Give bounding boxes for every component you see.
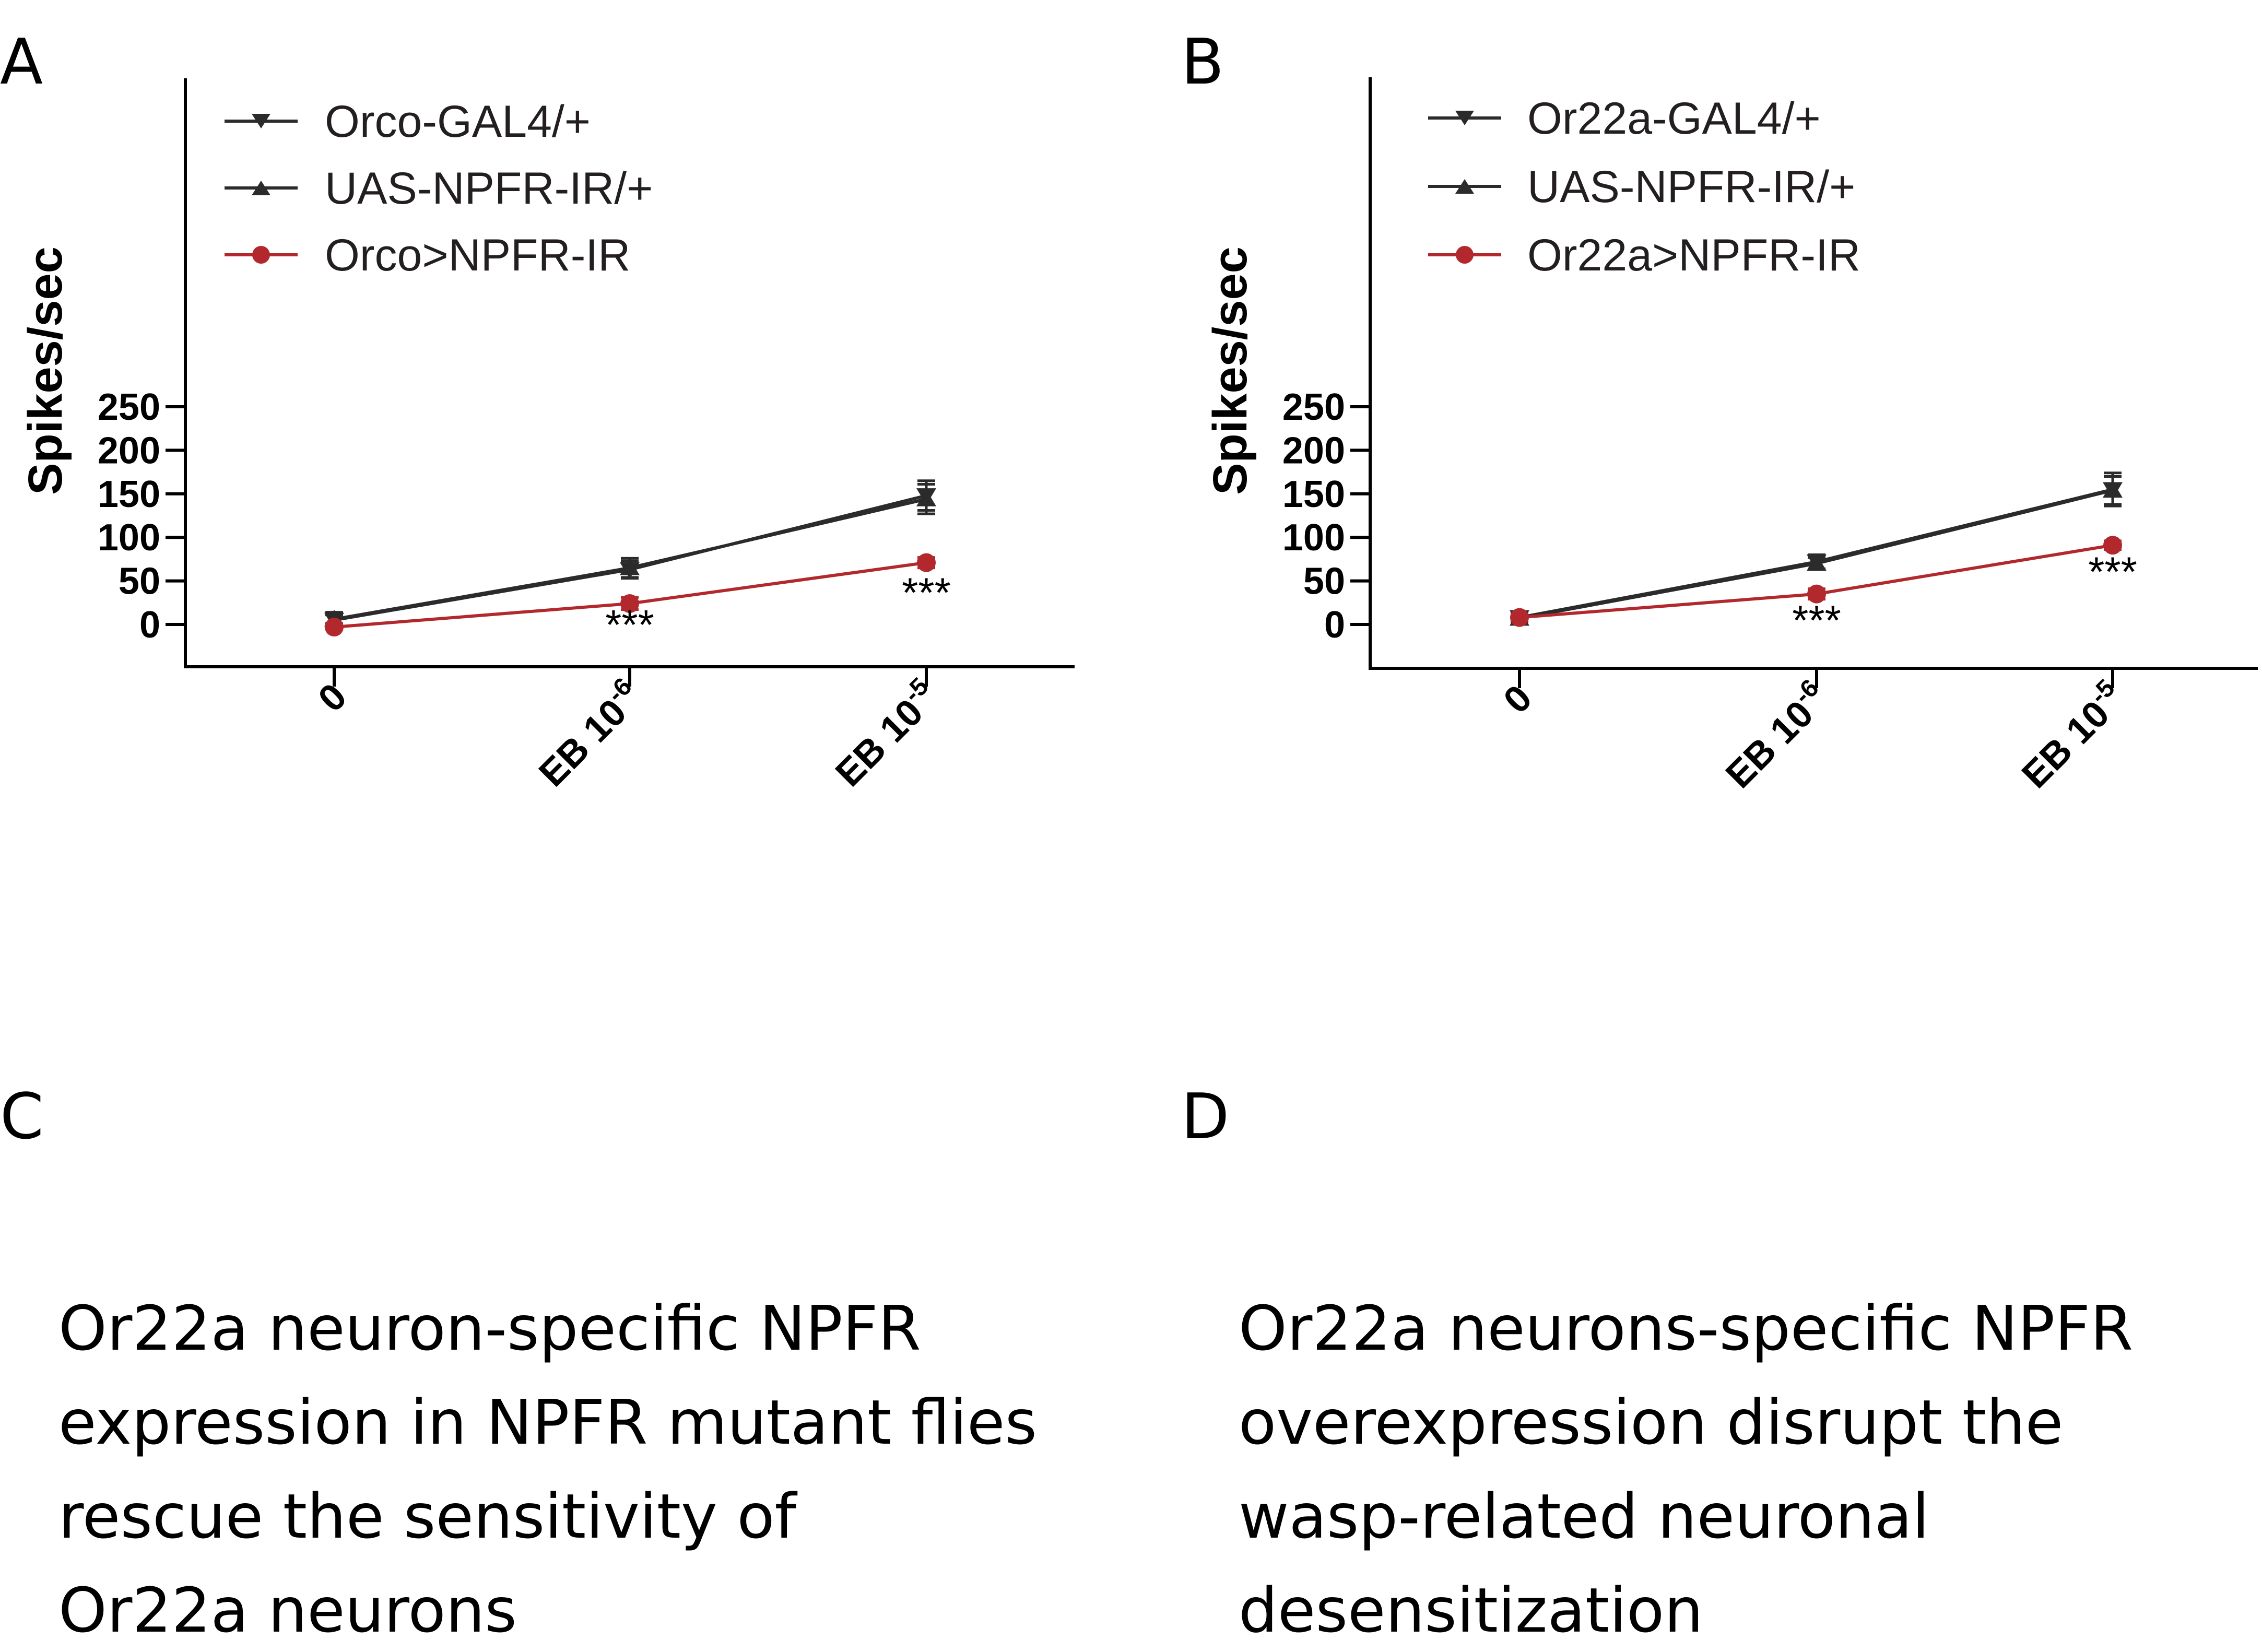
- data-point: [1510, 608, 1529, 627]
- legend-item: Orco>NPFR-IR: [225, 230, 630, 280]
- data-point: [916, 489, 936, 506]
- legend-item: UAS-NPFR-IR/+: [1428, 162, 1855, 212]
- caption-line: Or22a neurons: [58, 1574, 517, 1646]
- x-tick-label: 0: [310, 676, 355, 720]
- panel-letter-a: A: [0, 26, 43, 99]
- data-point: [2103, 481, 2123, 498]
- caption-line: rescue the sensitivity of: [58, 1480, 798, 1552]
- legend-label: Orco-GAL4/+: [325, 97, 591, 147]
- x-tick-exponent: -5: [899, 672, 934, 708]
- data-point: [620, 594, 639, 613]
- legend-item: Or22a-GAL4/+: [1428, 93, 1821, 144]
- x-tick-label: EB 10-6: [528, 672, 650, 795]
- panel-letter-c: C: [0, 1081, 44, 1153]
- x-ticks: 0 EB 10-6 EB 10-5: [1495, 668, 2133, 796]
- circle-marker: [1456, 246, 1474, 264]
- significance-label: ***: [902, 569, 950, 616]
- data-point: [325, 618, 344, 637]
- legend: Or22a-GAL4/+ UAS-NPFR-IR/+ Or22a>NPFR-IR: [1428, 93, 1860, 280]
- caption-line: desensitization: [1239, 1574, 1703, 1646]
- data-point: [917, 553, 936, 572]
- data-point: [2103, 536, 2122, 555]
- caption-line: expression in NPFR mutant flies: [58, 1386, 1037, 1458]
- y-tick-label: 50: [119, 561, 160, 603]
- significance-label: ***: [2088, 548, 2137, 595]
- panel-letter-b: B: [1181, 26, 1224, 99]
- caption-line: Or22a neuron-specific NPFR: [58, 1292, 921, 1364]
- y-tick-label: 0: [1324, 604, 1345, 646]
- y-axis-label: Spikes/sec: [19, 246, 72, 495]
- x-tick-exponent: -5: [2085, 674, 2120, 710]
- y-tick-label: 150: [1282, 474, 1345, 515]
- legend-label: Or22a>NPFR-IR: [1527, 230, 1860, 280]
- significance-layer: *** ***: [1792, 548, 2137, 643]
- caption-line: overexpression disrupt the: [1239, 1386, 2063, 1458]
- legend-item: Orco-GAL4/+: [225, 97, 591, 147]
- y-tick-label: 200: [1282, 430, 1345, 471]
- legend-label: Orco>NPFR-IR: [325, 230, 630, 280]
- y-tick-label: 0: [139, 604, 160, 646]
- triangle-down-marker: [1455, 111, 1474, 125]
- y-tick-label: 100: [98, 517, 160, 559]
- circle-marker: [252, 246, 270, 264]
- x-tick-label: 0: [1495, 677, 1540, 722]
- x-tick-label: EB 10-5: [824, 672, 947, 795]
- legend: Orco-GAL4/+ UAS-NPFR-IR/+ Orco>NPFR-IR: [225, 97, 653, 280]
- y-tick-label: 250: [1282, 386, 1345, 428]
- x-tick-label: EB 10-5: [2011, 674, 2133, 796]
- legend-label: Or22a-GAL4/+: [1527, 93, 1821, 144]
- panel-c: C Or22a neuron-specific NPFR expression …: [0, 1081, 1037, 1646]
- caption-line: Or22a neurons-specific NPFR: [1239, 1292, 2133, 1364]
- x-tick-exponent: -6: [1789, 674, 1824, 710]
- y-tick-label: 100: [1282, 517, 1345, 559]
- triangle-up-marker: [252, 181, 270, 195]
- y-tick-label: 150: [98, 474, 160, 515]
- panel-letter-d: D: [1181, 1081, 1229, 1153]
- legend-item: Or22a>NPFR-IR: [1428, 230, 1860, 280]
- y-tick-label: 50: [1303, 561, 1345, 603]
- y-axis-label: Spikes/sec: [1204, 246, 1257, 495]
- x-tick-exponent: -6: [602, 672, 638, 708]
- legend-label: UAS-NPFR-IR/+: [1527, 162, 1855, 212]
- series-layer: [324, 479, 936, 637]
- caption-line: wasp-related neuronal: [1239, 1480, 1929, 1552]
- significance-label: ***: [605, 601, 654, 648]
- series-layer: [1510, 471, 2123, 627]
- legend-item: UAS-NPFR-IR/+: [225, 163, 653, 214]
- y-tick-label: 250: [98, 386, 160, 428]
- significance-layer: *** ***: [605, 569, 950, 648]
- y-tick-label: 200: [98, 430, 160, 471]
- significance-label: ***: [1792, 597, 1841, 644]
- triangle-down-marker: [252, 114, 270, 128]
- panel-d: D Or22a neurons-specific NPFR overexpres…: [1181, 1081, 2133, 1646]
- data-point: [1807, 584, 1826, 604]
- x-tick-label: EB 10-6: [1715, 674, 1837, 796]
- triangle-up-marker: [1455, 179, 1474, 194]
- x-ticks: 0 EB 10-6 EB 10-5: [310, 667, 947, 795]
- data-point: [1807, 554, 1827, 571]
- legend-label: UAS-NPFR-IR/+: [325, 163, 653, 214]
- data-point: [620, 558, 640, 575]
